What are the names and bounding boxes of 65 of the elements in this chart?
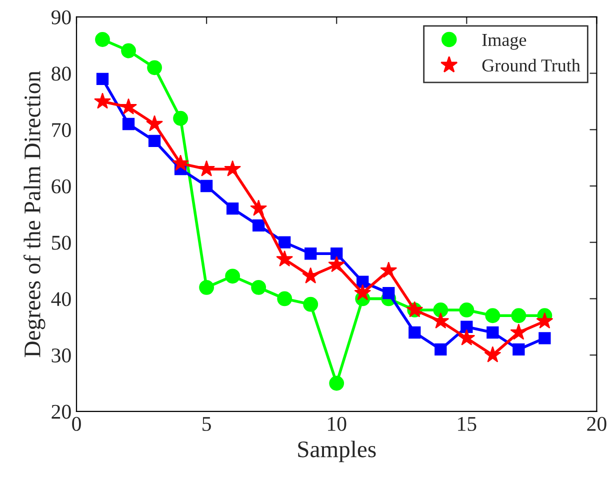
y-tick-label: 80 xyxy=(52,66,71,81)
point xyxy=(148,134,161,147)
point xyxy=(120,98,137,114)
point xyxy=(121,43,136,58)
point xyxy=(433,302,448,318)
point xyxy=(95,32,110,47)
point xyxy=(94,92,111,109)
point xyxy=(146,115,163,132)
point xyxy=(485,308,500,324)
legend-label: Image xyxy=(482,34,526,50)
x-axis-title: Samples xyxy=(298,440,376,462)
y-tick-label: 40 xyxy=(51,292,71,306)
x-tick-label: 0 xyxy=(72,416,81,431)
point xyxy=(277,291,292,306)
y-axis-title: Degrees of the Palm Direction xyxy=(24,70,46,358)
point xyxy=(512,343,525,356)
y-tick-label: 30 xyxy=(52,348,71,362)
y-tick-label: 50 xyxy=(52,236,71,250)
point xyxy=(354,284,372,300)
point xyxy=(329,376,344,391)
point xyxy=(408,326,421,339)
y-tick-label: 90 xyxy=(51,10,71,24)
point xyxy=(356,276,369,288)
y-tick-label: 60 xyxy=(52,179,71,194)
point xyxy=(303,296,318,312)
point xyxy=(276,250,294,267)
point xyxy=(510,324,528,340)
y-tick-label: 70 xyxy=(52,123,71,138)
x-tick-label: 10 xyxy=(328,416,346,431)
point xyxy=(250,200,268,216)
point xyxy=(459,302,474,318)
point xyxy=(330,248,343,260)
point xyxy=(198,160,215,176)
point xyxy=(484,346,502,362)
point xyxy=(225,268,240,284)
x-tick-label: 5 xyxy=(202,417,211,431)
point xyxy=(511,308,526,324)
x-tick-label: 15 xyxy=(458,416,476,431)
point xyxy=(460,320,473,333)
point xyxy=(199,280,214,295)
point xyxy=(382,286,395,300)
point xyxy=(536,312,554,328)
x-tick-label: 20 xyxy=(587,416,606,431)
point xyxy=(432,312,450,328)
point xyxy=(251,280,266,295)
point xyxy=(200,180,213,192)
point xyxy=(304,248,317,260)
point xyxy=(147,60,162,76)
point xyxy=(538,332,551,344)
point xyxy=(224,160,242,176)
point xyxy=(458,329,476,346)
point xyxy=(226,202,239,215)
point xyxy=(328,256,346,272)
point xyxy=(278,236,291,248)
point xyxy=(122,118,135,130)
y-tick-label: 20 xyxy=(52,404,71,419)
point xyxy=(252,219,265,232)
point xyxy=(173,110,188,126)
point xyxy=(434,343,447,356)
point xyxy=(380,262,398,278)
point xyxy=(486,326,499,339)
point xyxy=(172,154,189,171)
legend-label: Ground Truth xyxy=(482,58,580,72)
point xyxy=(96,72,109,85)
point xyxy=(302,267,320,284)
